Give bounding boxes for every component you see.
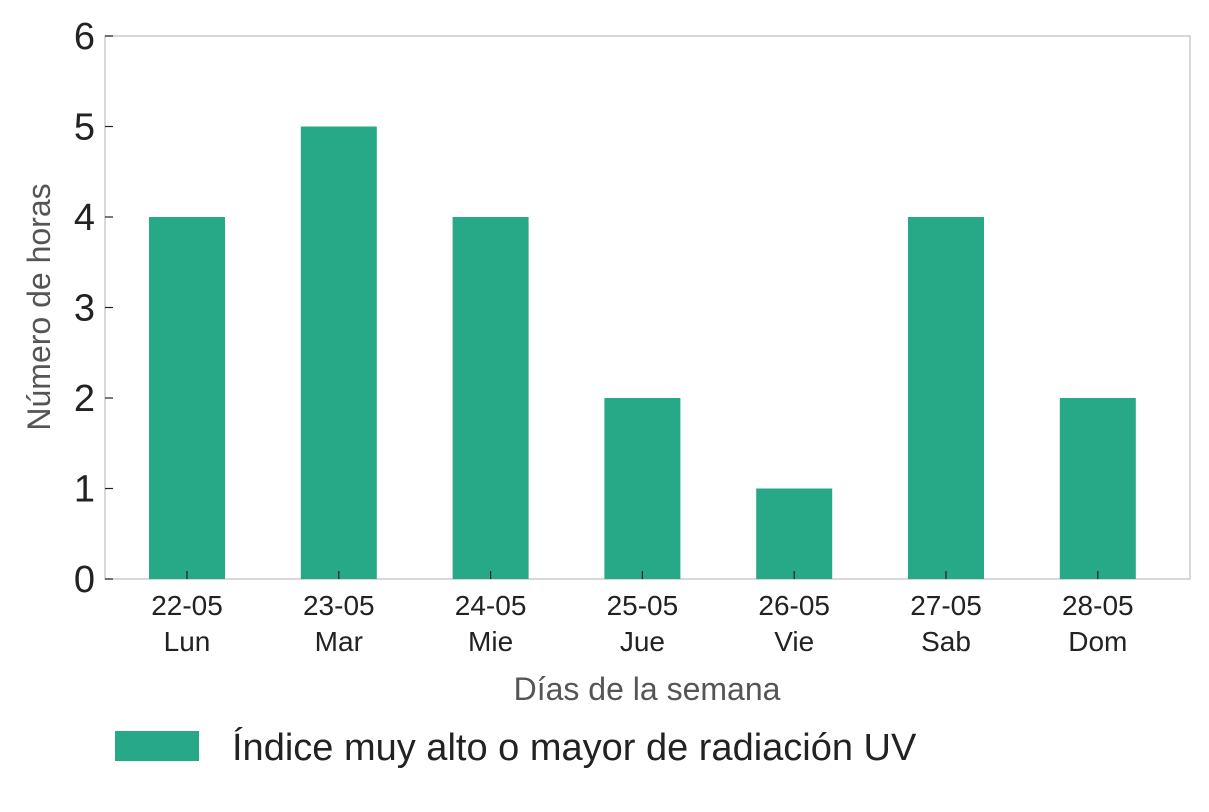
bar: [452, 217, 529, 579]
y-tick-label: 2: [74, 378, 95, 420]
y-tick-label: 0: [74, 559, 95, 601]
y-tick-label: 6: [74, 16, 95, 58]
bar: [908, 217, 984, 579]
bar: [756, 488, 833, 579]
legend-swatch: [115, 731, 199, 761]
legend: Índice muy alto o mayor de radiación UV: [115, 726, 917, 769]
x-tick-label-day: Jue: [620, 626, 665, 657]
ticks: 0 1 2 3 4 5 6 22-05 Lun 23-05 Mar 24-05 Mie 25-05 Jue 2…: [74, 16, 1134, 657]
y-tick-label: 3: [74, 288, 95, 330]
legend-label: Índice muy alto o mayor de radiación UV: [232, 726, 917, 769]
y-tick-label: 5: [74, 107, 95, 149]
x-tick-label-day: Lun: [164, 626, 211, 657]
x-axis-label: Días de la semana: [514, 671, 781, 707]
y-axis-label: Número de horas: [21, 183, 57, 430]
y-tick-label: 4: [74, 197, 95, 239]
x-tick-label-day: Dom: [1068, 626, 1127, 657]
bar: [604, 398, 681, 579]
x-tick-label-date: 23-05: [303, 590, 375, 621]
x-tick-label-date: 28-05: [1062, 590, 1134, 621]
x-tick-label-date: 26-05: [758, 590, 830, 621]
x-tick-label-date: 25-05: [607, 590, 679, 621]
x-tick-label-date: 24-05: [455, 590, 527, 621]
y-tick-label: 1: [74, 469, 95, 511]
x-tick-label-day: Sab: [921, 626, 971, 657]
x-tick-label-day: Mar: [315, 626, 363, 657]
x-tick-label-day: Mie: [468, 626, 513, 657]
bar: [1059, 398, 1136, 579]
bars: [149, 126, 1136, 579]
x-tick-label-date: 22-05: [151, 590, 223, 621]
x-tick-label-date: 27-05: [910, 590, 982, 621]
x-tick-label-day: Vie: [774, 626, 814, 657]
bar: [149, 217, 225, 579]
bar: [300, 126, 377, 579]
